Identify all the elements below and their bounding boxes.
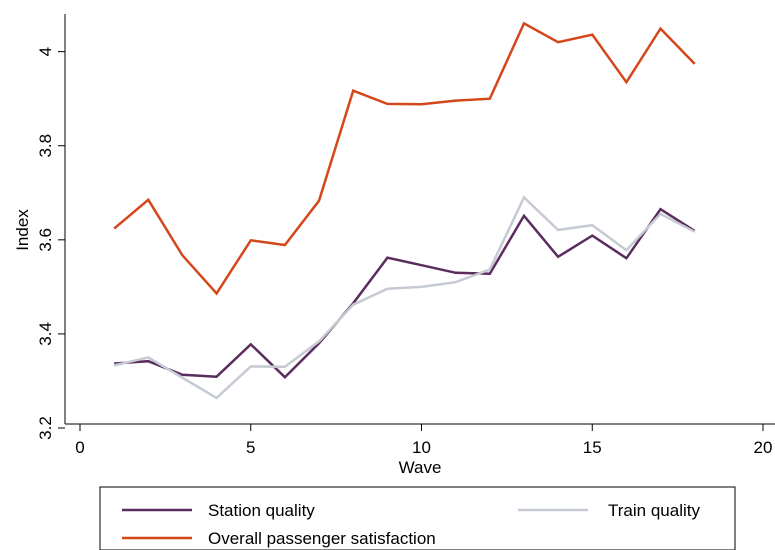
- x-tick-label: 10: [412, 438, 431, 457]
- legend-item-station-quality: Station quality: [122, 501, 315, 520]
- y-tick-label: 3.8: [36, 134, 55, 158]
- series-line-station-quality: [114, 207, 696, 379]
- legend-label-train-quality: Train quality: [608, 501, 700, 520]
- legend-item-train-quality: Train quality: [518, 501, 700, 520]
- legend: Station quality Train quality Overall pa…: [99, 486, 736, 550]
- series-line-overall-passenger-satisfaction: [113, 21, 696, 296]
- x-tick-label: 5: [246, 438, 255, 457]
- x-axis-title: Wave: [399, 458, 442, 477]
- x-tick-label: 0: [75, 438, 84, 457]
- legend-item-overall-passenger-satisfaction: Overall passenger satisfaction: [122, 529, 436, 548]
- y-tick-label: 3.6: [36, 228, 55, 252]
- y-tick-label: 3.4: [36, 322, 55, 346]
- x-tick-label: 15: [583, 438, 602, 457]
- series-line-train-quality: [113, 195, 696, 400]
- y-tick-label: 4: [36, 47, 55, 56]
- y-axis-title: Index: [13, 209, 32, 251]
- x-tick-label: 20: [754, 438, 773, 457]
- y-tick-label: 3.2: [36, 416, 55, 440]
- legend-label-overall-passenger-satisfaction: Overall passenger satisfaction: [208, 529, 436, 548]
- legend-box: [99, 486, 736, 550]
- legend-label-station-quality: Station quality: [208, 501, 315, 520]
- series-layer: [113, 21, 696, 400]
- plot-area: 0 5 10 15 20 3.2 3.4 3.6 3.8 4: [36, 14, 775, 457]
